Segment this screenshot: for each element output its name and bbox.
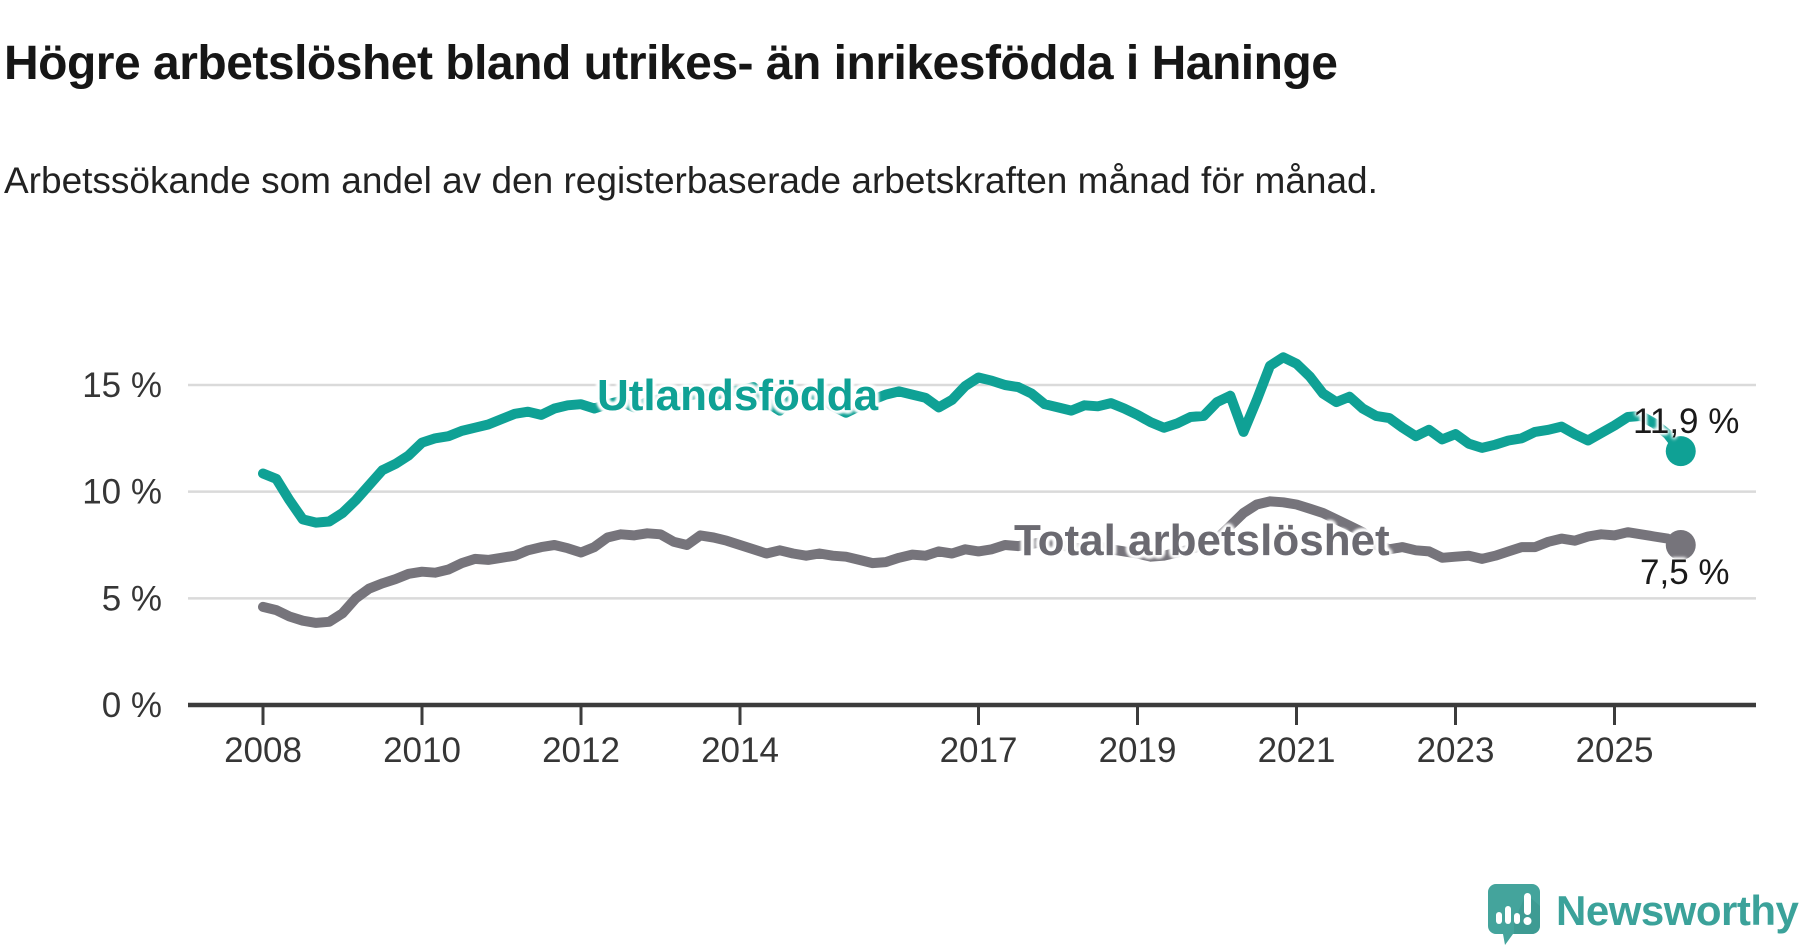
page-subtitle: Arbetssökande som andel av den registerb…: [4, 160, 1378, 201]
line-total-arbetsl-shet: [258, 496, 1686, 628]
end-value-label-utlandsfodda: 11,9 %: [1633, 402, 1740, 441]
line-utlandsf-dda: [258, 352, 1686, 528]
end-dot-total-arbetsl-shet: [1665, 530, 1696, 561]
series-label-total-arbetsloshet: Total arbetslöshet: [1014, 516, 1390, 565]
x-tick-label: 2010: [383, 731, 461, 770]
end-value-label-total: 7,5 %: [1640, 553, 1730, 592]
speech-bubble-bar-chart-icon: [1486, 882, 1542, 948]
end-dot-utlandsf-dda: [1665, 436, 1696, 467]
page-title: Högre arbetslöshet bland utrikes- än inr…: [4, 37, 1338, 91]
y-tick-label: 5 %: [102, 579, 162, 618]
newsworthy-wordmark: Newsworthy: [1556, 886, 1799, 934]
y-tick-label: 15 %: [82, 366, 162, 405]
x-tick-label: 2023: [1417, 731, 1495, 770]
y-tick-label: 0 %: [102, 686, 162, 725]
y-tick-label: 10 %: [82, 473, 162, 512]
x-tick-label: 2025: [1576, 731, 1654, 770]
x-tick-label: 2014: [701, 731, 779, 770]
x-tick-label: 2019: [1099, 731, 1177, 770]
x-tick-label: 2021: [1258, 731, 1336, 770]
x-tick-label: 2012: [542, 731, 620, 770]
x-tick-label: 2008: [224, 731, 302, 770]
newsworthy-logo[interactable]: Newsworthy: [1486, 882, 1799, 948]
series-label-utlandsfodda: Utlandsfödda: [597, 371, 879, 420]
x-tick-label: 2017: [940, 731, 1018, 770]
